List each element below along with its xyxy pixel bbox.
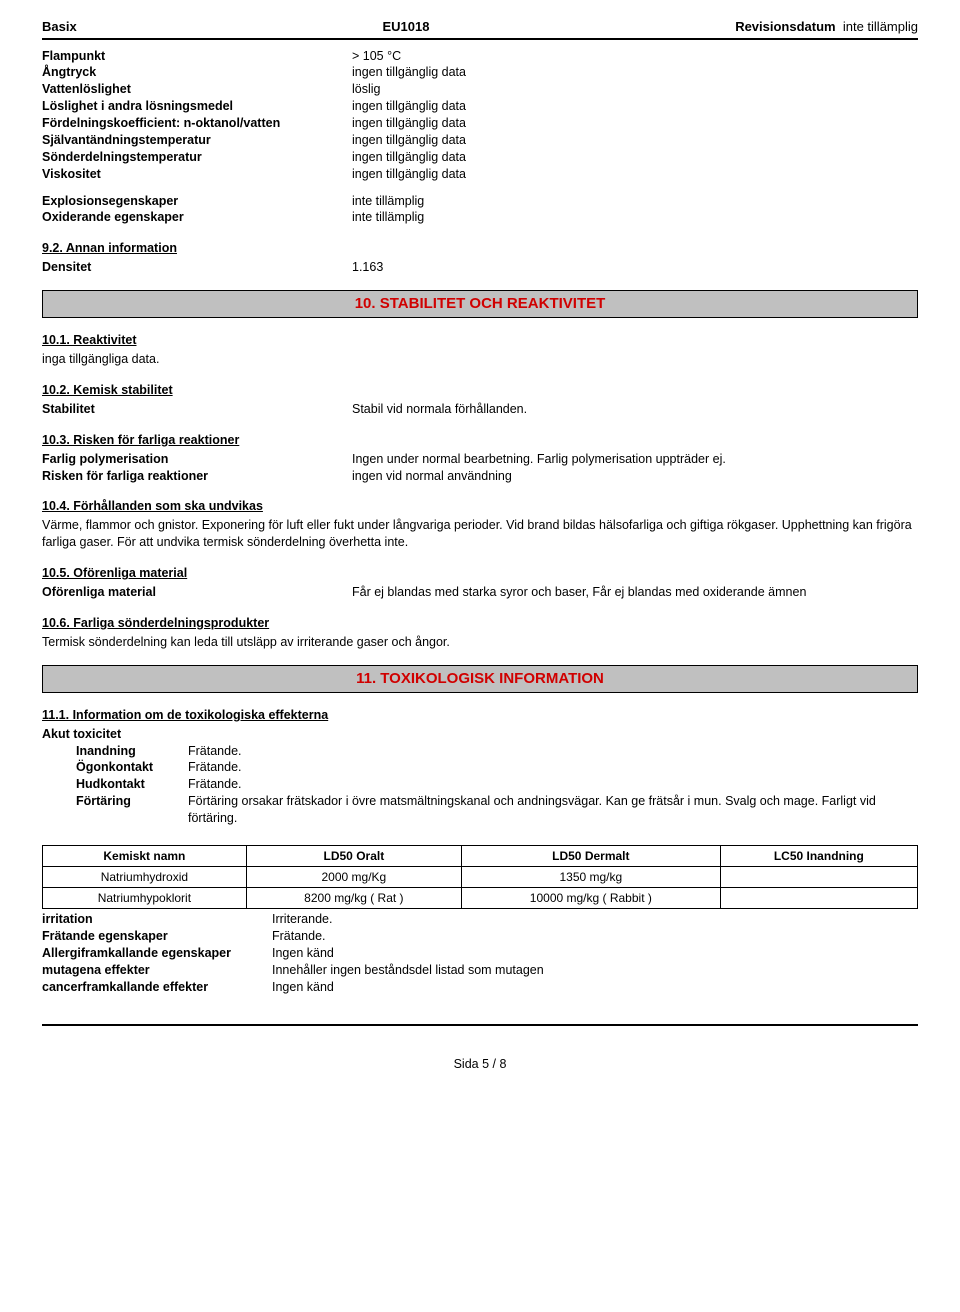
tox-row: ÖgonkontaktFrätande.: [76, 759, 918, 776]
table-header-row: Kemiskt namn LD50 Oralt LD50 Dermalt LC5…: [43, 845, 918, 866]
header-center: EU1018: [382, 18, 429, 36]
post-table-block: irritationIrriterande. Frätande egenskap…: [42, 911, 918, 995]
header-rule: [42, 38, 918, 40]
akut-tox-block: InandningFrätande. ÖgonkontaktFrätande. …: [76, 743, 918, 827]
tox-row: FörtäringFörtäring orsakar frätskador i …: [76, 793, 918, 827]
prop-row: Vattenlöslighetlöslig: [42, 81, 918, 98]
sub-10-4-body: Värme, flammor och gnistor. Exponering f…: [42, 517, 918, 551]
footer-rule: [42, 1024, 918, 1026]
col-header: LD50 Oralt: [246, 845, 461, 866]
table-row: Natriumhydroxid 2000 mg/Kg 1350 mg/kg: [43, 867, 918, 888]
prop-row: Oxiderande egenskaperinte tillämplig: [42, 209, 918, 226]
prop-row: mutagena effekterInnehåller ingen bestån…: [42, 962, 918, 979]
sub-10-4: 10.4. Förhållanden som ska undvikas: [42, 498, 918, 515]
sub-10-3: 10.3. Risken för farliga reaktioner: [42, 432, 918, 449]
header-left: Basix: [42, 18, 77, 36]
akut-tox-label: Akut toxicitet: [42, 726, 918, 743]
prop-row: StabilitetStabil vid normala förhållande…: [42, 401, 918, 418]
prop-row: irritationIrriterande.: [42, 911, 918, 928]
section-11-title: 11. TOXIKOLOGISK INFORMATION: [42, 665, 918, 693]
tox-row: HudkontaktFrätande.: [76, 776, 918, 793]
prop-row: Densitet1.163: [42, 259, 918, 276]
doc-header: Basix EU1018 Revisionsdatum inte tillämp…: [42, 18, 918, 36]
prop-row: Allergiframkallande egenskaperIngen känd: [42, 945, 918, 962]
header-right: Revisionsdatum inte tillämplig: [735, 18, 918, 36]
sub-11-1: 11.1. Information om de toxikologiska ef…: [42, 707, 918, 724]
expl-props-block: Explosionsegenskaperinte tillämplig Oxid…: [42, 193, 918, 227]
section-10-title: 10. STABILITET OCH REAKTIVITET: [42, 290, 918, 318]
prop-row: cancerframkallande effekterIngen känd: [42, 979, 918, 996]
sub-10-6-body: Termisk sönderdelning kan leda till utsl…: [42, 634, 918, 651]
prop-row: Självantändningstemperaturingen tillgäng…: [42, 132, 918, 149]
phys-props-block: Flampunkt > 105 °C Ångtryckingen tillgän…: [42, 48, 918, 183]
sub-10-2: 10.2. Kemisk stabilitet: [42, 382, 918, 399]
prop-row: Sönderdelningstemperaturingen tillgängli…: [42, 149, 918, 166]
prop-row: Frätande egenskaperFrätande.: [42, 928, 918, 945]
table-row: Natriumhypoklorit 8200 mg/kg ( Rat ) 100…: [43, 888, 918, 909]
col-header: LD50 Dermalt: [461, 845, 720, 866]
prop-row: Risken för farliga reaktioneringen vid n…: [42, 468, 918, 485]
tox-row: InandningFrätande.: [76, 743, 918, 760]
sub-9-2: 9.2. Annan information: [42, 240, 918, 257]
prop-row: Farlig polymerisationIngen under normal …: [42, 451, 918, 468]
prop-row: Löslighet i andra lösningsmedelingen til…: [42, 98, 918, 115]
prop-row: Viskositetingen tillgänglig data: [42, 166, 918, 183]
sub-10-6: 10.6. Farliga sönderdelningsprodukter: [42, 615, 918, 632]
chemical-table: Kemiskt namn LD50 Oralt LD50 Dermalt LC5…: [42, 845, 918, 910]
sub-10-1-body: inga tillgängliga data.: [42, 351, 918, 368]
sub-10-5: 10.5. Oförenliga material: [42, 565, 918, 582]
page-footer: Sida 5 / 8: [42, 1056, 918, 1073]
prop-row: Fördelningskoefficient: n-oktanol/vatten…: [42, 115, 918, 132]
col-header: LC50 Inandning: [720, 845, 917, 866]
prop-row: Ångtryckingen tillgänglig data: [42, 64, 918, 81]
prop-row: Explosionsegenskaperinte tillämplig: [42, 193, 918, 210]
sub-10-1: 10.1. Reaktivitet: [42, 332, 918, 349]
col-header: Kemiskt namn: [43, 845, 247, 866]
prop-row: Oförenliga materialFår ej blandas med st…: [42, 584, 918, 601]
prop-row: Flampunkt > 105 °C: [42, 48, 918, 65]
